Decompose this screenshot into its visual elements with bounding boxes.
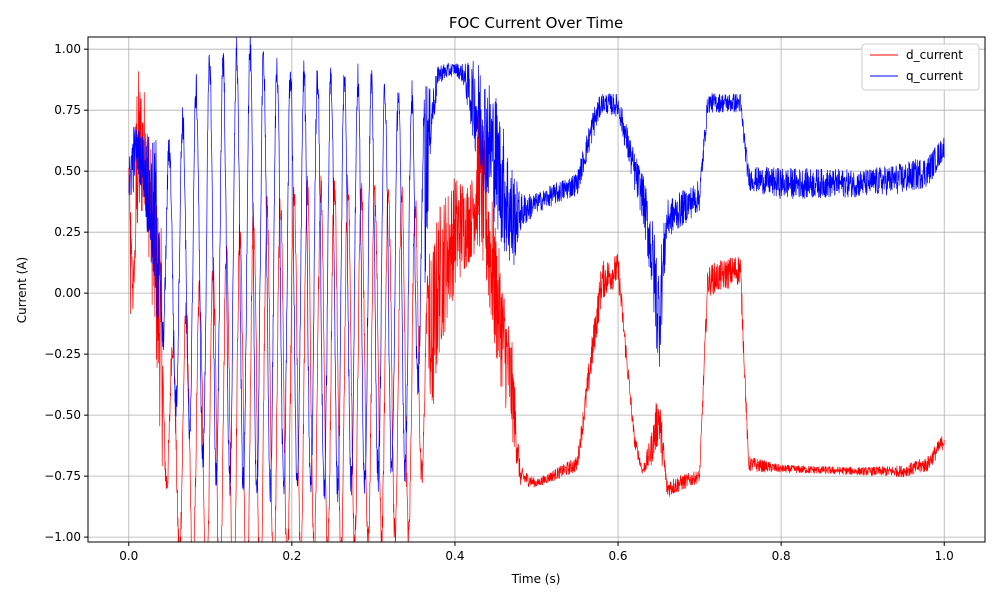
series-line-d-current: [128, 71, 945, 542]
legend: d_current q_current: [861, 43, 980, 91]
x-tick-label: 0.0: [119, 549, 138, 563]
y-tick-label: 0.00: [54, 286, 81, 300]
legend-label-d-current: d_current: [906, 48, 963, 62]
y-axis-label: Current (A): [15, 257, 29, 323]
grid: [88, 37, 985, 542]
y-tick-label: −1.00: [44, 530, 81, 544]
x-axis-label: Time (s): [511, 572, 561, 586]
y-tick-label: 0.25: [54, 225, 81, 239]
x-tick-label: 0.2: [282, 549, 301, 563]
x-tick-label: 0.8: [772, 549, 791, 563]
x-tick-label: 0.4: [445, 549, 464, 563]
legend-label-q-current: q_current: [906, 69, 963, 83]
ticks: 0.0 0.2 0.4 0.6 0.8 1.0 −1.00 −0.75 −0.50 −0.25 0.…: [44, 42, 954, 563]
series-line-q-current: [128, 37, 945, 503]
y-tick-label: 0.50: [54, 164, 81, 178]
y-tick-label: 1.00: [54, 42, 81, 56]
y-tick-label: −0.50: [44, 408, 81, 422]
x-tick-label: 1.0: [935, 549, 954, 563]
plot-frame: [87, 36, 986, 543]
series-layer: [128, 37, 945, 542]
x-tick-label: 0.6: [608, 549, 627, 563]
y-tick-label: −0.25: [44, 347, 81, 361]
y-tick-label: −0.75: [44, 469, 81, 483]
chart-title: FOC Current Over Time: [449, 14, 623, 32]
y-tick-label: 0.75: [54, 103, 81, 117]
